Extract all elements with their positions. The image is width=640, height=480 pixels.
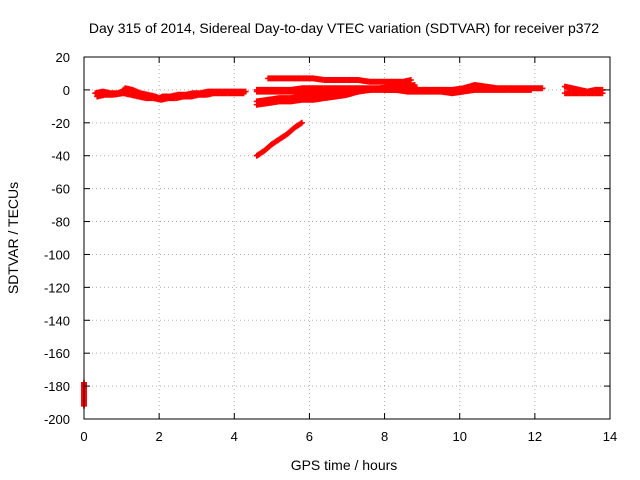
data-series-1	[94, 90, 247, 103]
x-tick-label: 10	[452, 429, 466, 444]
y-tick-label: 0	[63, 83, 70, 98]
data-point	[310, 75, 326, 83]
y-tick-label: -140	[44, 313, 70, 328]
y-tick-label: -100	[44, 247, 70, 262]
data-series-7	[265, 75, 414, 85]
x-tick-label: 12	[528, 429, 542, 444]
data-point	[298, 119, 305, 126]
data-points	[81, 75, 606, 409]
data-point	[599, 90, 606, 97]
chart-title: Day 315 of 2014, Sidereal Day-to-day VTE…	[89, 20, 599, 36]
y-tick-label: -200	[44, 412, 70, 427]
x-tick-label: 8	[381, 429, 388, 444]
data-point	[261, 142, 274, 154]
y-tick-label: -60	[51, 182, 70, 197]
x-tick-label: 0	[80, 429, 87, 444]
data-point	[539, 85, 546, 92]
plot-frame	[83, 56, 611, 420]
y-tick-label: -80	[51, 215, 70, 230]
x-tick-label: 2	[156, 429, 163, 444]
data-point	[528, 86, 535, 93]
y-tick-label: -20	[51, 116, 70, 131]
gridlines	[84, 57, 610, 419]
axis-ticks: 0 2 4 6 8 10 12 14 20 0 -20 -40 -60 -80 -100 -120 -140 -1…	[44, 50, 617, 444]
x-axis-label: GPS time / hours	[291, 457, 398, 473]
x-tick-label: 6	[306, 429, 313, 444]
y-tick-label: -40	[51, 149, 70, 164]
y-tick-label: -180	[44, 379, 70, 394]
data-point	[283, 125, 297, 138]
data-series-2	[253, 119, 305, 159]
data-series-9	[381, 86, 535, 97]
x-tick-label: 14	[603, 429, 617, 444]
y-tick-label: 20	[56, 50, 70, 65]
data-point	[407, 77, 414, 83]
x-tick-label: 4	[231, 429, 238, 444]
data-point	[240, 90, 247, 97]
data-point	[276, 132, 289, 143]
y-tick-label: -160	[44, 346, 70, 361]
y-tick-label: -120	[44, 280, 70, 295]
y-axis-label: SDTVAR / TECUs	[5, 182, 21, 294]
data-series-11	[561, 90, 606, 97]
